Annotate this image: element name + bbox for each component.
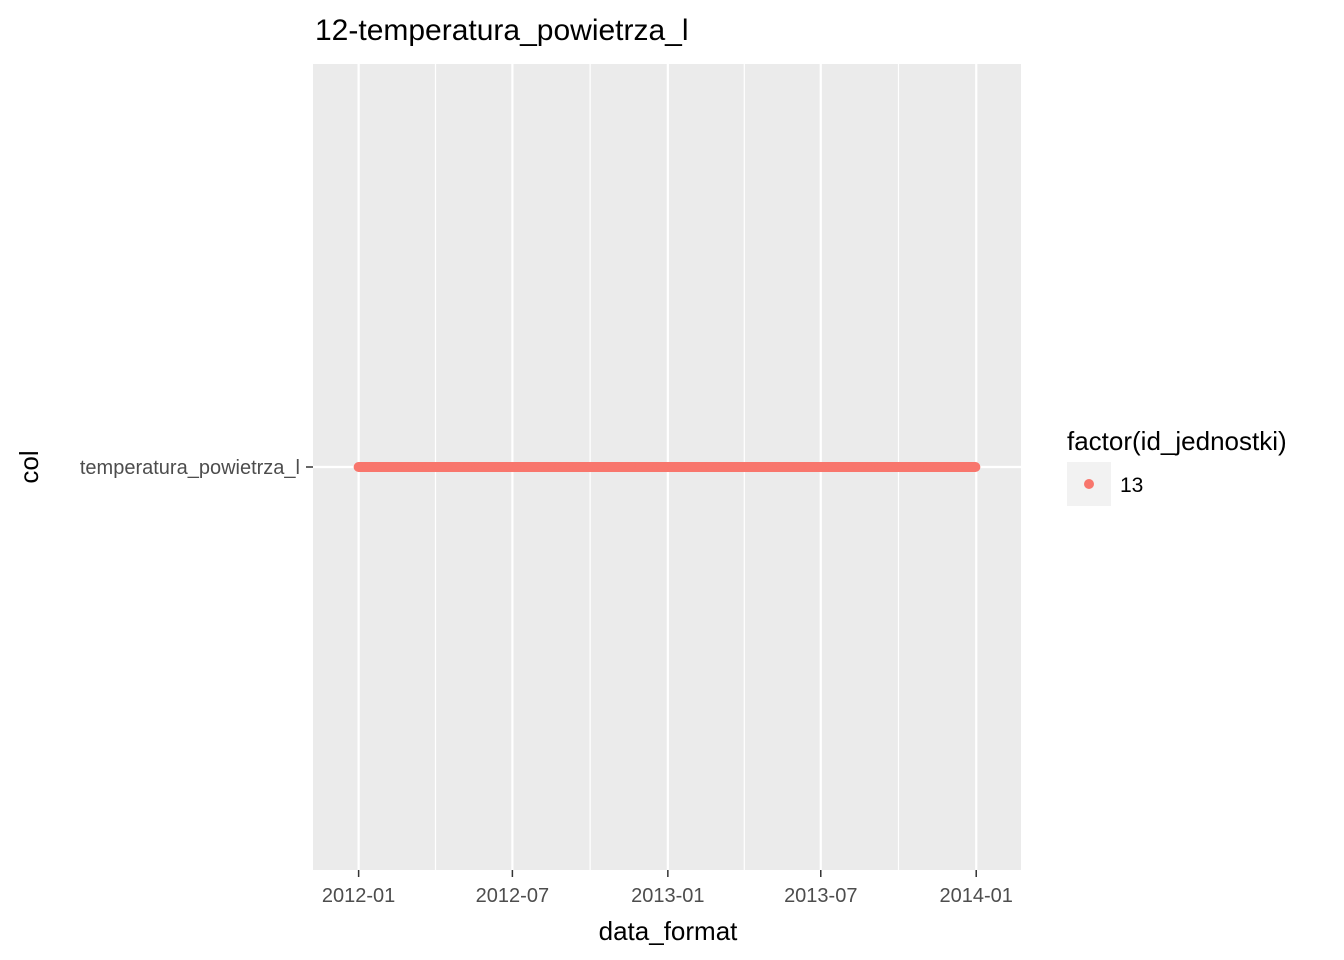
x-tick-label: 2012-01 (322, 885, 395, 907)
x-tick-label: 2014-01 (940, 885, 1013, 907)
legend-title: factor(id_jednostki) (1067, 426, 1287, 456)
x-axis-title: data_format (599, 916, 739, 946)
y-tick-label: temperatura_powietrza_l (80, 457, 300, 479)
legend: factor(id_jednostki) 13 (1067, 426, 1287, 506)
x-tick-label: 2012-07 (476, 885, 549, 907)
y-axis: temperatura_powietrza_l (80, 457, 313, 479)
data-point (970, 462, 981, 472)
legend-label: 13 (1120, 474, 1143, 497)
chart-title: 12-temperatura_powietrza_l (315, 14, 689, 47)
data-points (353, 462, 981, 472)
legend-key-point (1084, 479, 1094, 489)
y-axis-title: col (14, 450, 44, 483)
x-tick-label: 2013-07 (784, 885, 857, 907)
x-tick-label: 2013-01 (631, 885, 704, 907)
x-axis: 2012-01 2012-07 2013-01 2013-07 2014-01 (322, 870, 1013, 907)
